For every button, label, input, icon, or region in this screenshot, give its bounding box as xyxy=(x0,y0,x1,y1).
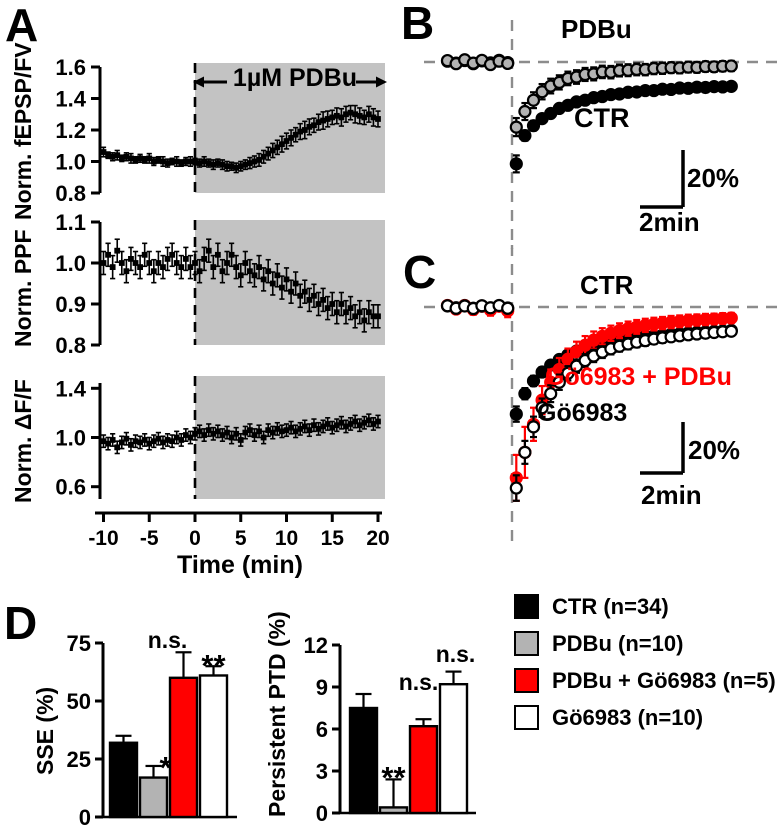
svg-text:5: 5 xyxy=(235,527,247,550)
svg-text:20: 20 xyxy=(366,527,389,550)
legend-label-pdbu-go6983: PDBu + Gö6983 (n=5) xyxy=(552,667,776,693)
svg-text:1.2: 1.2 xyxy=(55,118,86,143)
b-trace-label-ctr: CTR xyxy=(574,103,630,133)
svg-text:0.8: 0.8 xyxy=(55,333,86,358)
c-scalebar-minutes-label: 2min xyxy=(641,480,702,510)
svg-text:0: 0 xyxy=(79,805,91,830)
svg-text:12: 12 xyxy=(304,633,328,658)
svg-text:-10: -10 xyxy=(88,527,118,550)
dff-time-course-chart: 0.6 1.0 1.4 -10 -5 0 5 10 15 20 xyxy=(55,376,390,550)
svg-text:1.0: 1.0 xyxy=(55,426,86,451)
legend-swatch-2 xyxy=(514,668,539,693)
svg-text:0.6: 0.6 xyxy=(55,475,86,500)
time-axis-label: Time (min) xyxy=(177,551,303,579)
c-trace-label-go6983-pdbu: Gö6983 + PDBu xyxy=(545,363,732,391)
legend-swatch-0 xyxy=(514,594,539,619)
panel-a-label: A xyxy=(5,0,39,51)
legend-swatch-1 xyxy=(514,631,539,656)
go6983-recovery-chart xyxy=(424,245,782,547)
svg-text:3: 3 xyxy=(316,759,328,784)
svg-text:25: 25 xyxy=(67,747,91,772)
legend-swatch-3 xyxy=(514,705,539,730)
svg-text:n.s.: n.s. xyxy=(399,669,439,695)
svg-text:n.s.: n.s. xyxy=(436,641,476,667)
legend-label-pdbu: PDBu (n=10) xyxy=(552,630,684,656)
ptd-bar-chart: 0 3 6 9 12 ** n.s.n.s. xyxy=(304,633,476,826)
legend-item-pdbu-go6983: PDBu + Gö6983 (n=5) xyxy=(514,667,776,693)
b-scalebar-percent-label: 20% xyxy=(687,163,740,193)
ppf-time-course-chart: 0.8 0.9 1.0 1.1 xyxy=(55,210,385,358)
c-trace-label-go6983: Gö6983 xyxy=(537,399,628,427)
svg-text:0.8: 0.8 xyxy=(55,181,86,206)
c-trace-label-ctr: CTR xyxy=(580,270,634,300)
legend-item-ctr: CTR (n=34) xyxy=(514,593,776,619)
svg-text:15: 15 xyxy=(321,527,345,550)
svg-text:n.s.: n.s. xyxy=(148,627,188,653)
svg-text:75: 75 xyxy=(67,631,91,656)
legend-item-go6983: Gö6983 (n=10) xyxy=(514,704,776,730)
svg-text:1.1: 1.1 xyxy=(55,210,86,235)
panel-c-label: C xyxy=(403,246,437,298)
legend-label-go6983: Gö6983 (n=10) xyxy=(552,704,704,730)
svg-text:0: 0 xyxy=(189,527,201,550)
legend-label-ctr: CTR (n=34) xyxy=(552,593,669,619)
panel-d-label: D xyxy=(4,597,38,649)
legend-item-pdbu: PDBu (n=10) xyxy=(514,630,776,656)
legend: CTR (n=34) PDBu (n=10) PDBu + Gö6983 (n=… xyxy=(514,593,776,743)
svg-text:6: 6 xyxy=(316,717,328,742)
svg-text:1.0: 1.0 xyxy=(55,150,86,175)
svg-text:**: ** xyxy=(381,760,406,795)
fepsp-time-course-chart: 0.8 1.0 1.2 1.4 1.6 xyxy=(55,55,387,206)
pdbu-vs-ctr-recovery-chart xyxy=(424,20,778,249)
svg-text:9: 9 xyxy=(316,675,328,700)
svg-text:0: 0 xyxy=(316,801,328,826)
svg-text:**: ** xyxy=(201,648,226,683)
svg-text:1.4: 1.4 xyxy=(55,376,86,401)
panel-b-label: B xyxy=(401,0,435,49)
pdbu-treatment-annotation: 1µM PDBu xyxy=(232,64,358,92)
svg-text:-5: -5 xyxy=(140,527,159,550)
c-scalebar-percent-label: 20% xyxy=(688,435,741,465)
svg-text:50: 50 xyxy=(67,689,91,714)
svg-text:1.0: 1.0 xyxy=(55,251,86,276)
b-trace-label-pdbu: PDBu xyxy=(561,14,632,44)
svg-text:1.6: 1.6 xyxy=(55,55,86,80)
svg-text:1.4: 1.4 xyxy=(55,87,86,112)
svg-text:10: 10 xyxy=(275,527,298,550)
svg-text:0.9: 0.9 xyxy=(55,292,86,317)
b-scalebar-minutes-label: 2min xyxy=(639,207,700,237)
